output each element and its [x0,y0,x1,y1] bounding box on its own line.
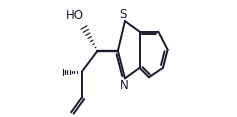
Text: N: N [120,79,128,92]
Text: HO: HO [66,9,84,22]
Text: S: S [119,7,126,21]
